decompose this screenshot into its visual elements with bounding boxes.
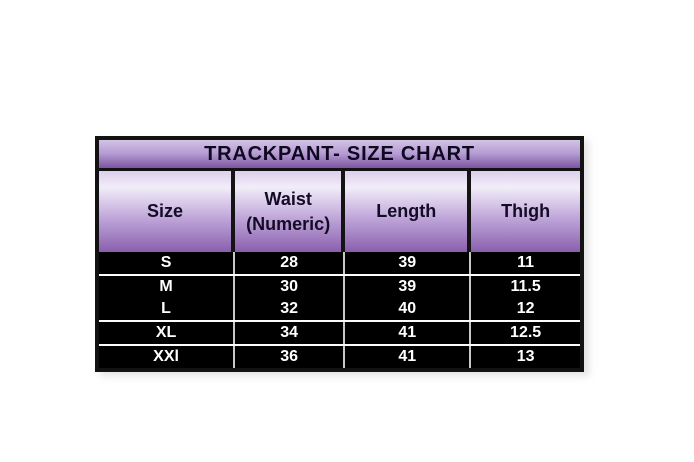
table-row-l: L 32 40 12: [99, 298, 580, 320]
table-cell-waist: 28: [235, 252, 346, 274]
table-cell-size: L: [99, 298, 236, 320]
table-cell-waist: 34: [235, 322, 346, 344]
table-title: TRACKPANT- SIZE CHART: [99, 140, 580, 171]
table-row-xl: XL 34 41 12.5: [99, 320, 580, 344]
column-header-length: Length: [345, 171, 472, 252]
column-header-size: Size: [99, 171, 236, 252]
column-header-waist: Waist (Numeric): [235, 171, 346, 252]
table-row-m: M 30 39 11.5: [99, 274, 580, 298]
table-cell-size: S: [99, 252, 236, 274]
table-header-row: Size Waist (Numeric) Length Thigh: [99, 171, 580, 252]
table-cell-length: 39: [345, 276, 472, 298]
table-row-xxl: XXl 36 41 13: [99, 344, 580, 368]
table-cell-length: 40: [345, 298, 472, 320]
column-header-thigh: Thigh: [471, 171, 580, 252]
table-row-s: S 28 39 11: [99, 252, 580, 274]
table-cell-length: 41: [345, 346, 472, 368]
table-cell-thigh: 13: [516, 348, 535, 365]
size-chart-table: TRACKPANT- SIZE CHART Size Waist (Numeri…: [95, 136, 584, 372]
table-body: S 28 39 11 M 30 39 11.5 L 32 40 12 XL 34…: [99, 252, 580, 368]
table-cell-waist: 32: [235, 298, 346, 320]
table-cell-waist: 36: [235, 346, 346, 368]
table-cell-thigh: 11.5: [510, 278, 541, 295]
table-cell-thigh: 12.5: [510, 324, 542, 341]
table-cell-waist: 30: [235, 276, 346, 298]
table-cell-thigh: 11: [517, 254, 535, 271]
table-cell-size: XL: [99, 322, 236, 344]
table-cell-length: 41: [345, 322, 472, 344]
table-cell-thigh: 12: [516, 300, 535, 317]
table-cell-size: XXl: [99, 346, 236, 368]
table-cell-length: 39: [345, 252, 472, 274]
table-cell-size: M: [99, 276, 236, 298]
